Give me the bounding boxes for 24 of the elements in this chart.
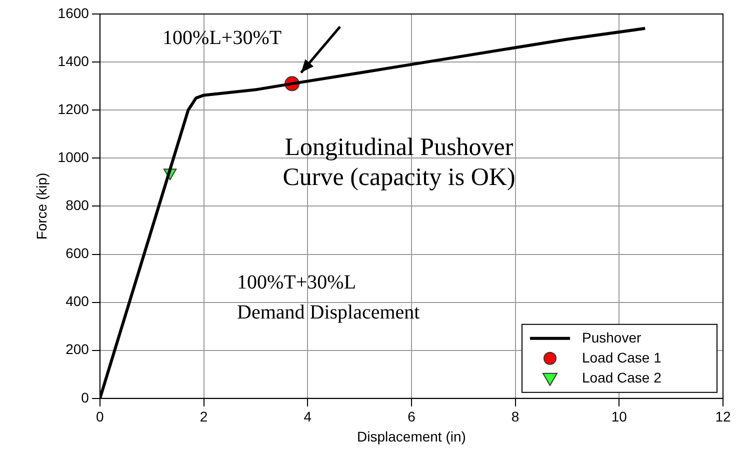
y-tick-label: 1000 [58,149,90,166]
x-tick-label: 4 [304,408,312,425]
annotation: 100%T+30%L Demand Displacement [237,271,420,324]
y-tick-label: 1600 [58,4,90,21]
x-tick-label: 8 [511,408,520,425]
legend-label: Load Case 1 [582,349,662,366]
y-tick-label: 1200 [58,100,90,117]
x-tick-label: 6 [408,408,416,425]
y-tick-label: 800 [66,197,90,214]
annotation: Longitudinal Pushover Curve (capacity is OK) [282,134,516,192]
y-axis-title: Force (kip) [33,172,50,240]
annotation: 100%L+30%T [162,26,282,49]
y-tick-label: 400 [66,293,90,310]
y-tick-label: 0 [81,389,90,406]
y-tick-label: 200 [66,341,90,358]
x-tick-label: 12 [715,408,731,425]
legend-label: Pushover [582,329,642,346]
x-tick-label: 2 [200,408,208,425]
x-tick-label: 10 [611,408,628,425]
y-tick-label: 1400 [58,52,90,69]
x-axis-title: Displacement (in) [357,428,466,444]
legend-label: Load Case 2 [582,369,662,386]
y-tick-label: 600 [66,245,90,262]
x-tick-label: 0 [96,408,104,425]
